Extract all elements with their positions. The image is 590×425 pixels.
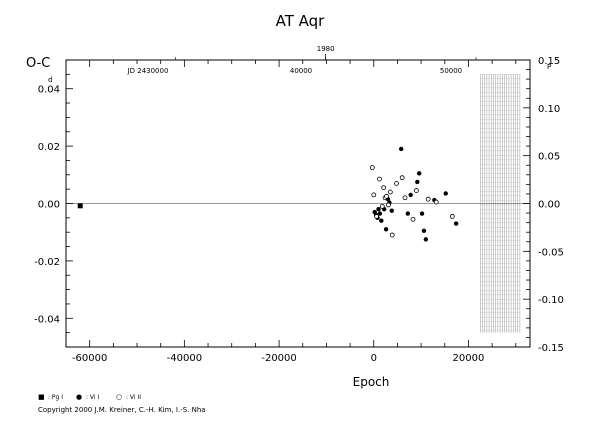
y-right-tick-label: -0.10 [538, 295, 564, 306]
y-right-tick-label: 0.00 [538, 200, 560, 211]
point-vi1 [399, 146, 404, 152]
point-vi2 [381, 185, 387, 191]
right-unit-label: P [547, 63, 551, 71]
top-jd-label: 50000 [440, 67, 462, 75]
filled-square-icon: ■ [38, 393, 45, 401]
x-tick-label: -40000 [167, 353, 202, 364]
legend-label: : Vi I [86, 394, 100, 401]
top-axis-ticks: 19401960198020004000050000 [175, 45, 477, 75]
point-vi2 [377, 176, 382, 182]
point-vi2 [384, 193, 389, 199]
top-jd-label: JD 2430000 [127, 67, 169, 75]
point-vi1 [443, 191, 448, 196]
y-right-tick-label: 0.05 [538, 152, 560, 163]
point-vi2 [394, 181, 399, 186]
point-vi1 [376, 207, 381, 212]
legend-item-vi1: ●: Vi I [76, 393, 99, 401]
y-right-axis-ticks: -0.15 -0.10 -0.05 0.00 0.05 0.10 0.15 [523, 56, 564, 354]
legend-item-vi2: ○: Vi II [116, 393, 141, 401]
x-tick-label: -20000 [261, 353, 296, 364]
y-axis-label: O-C [26, 56, 50, 71]
point-vi2 [379, 203, 385, 209]
point-vi2 [371, 192, 377, 198]
x-axis-ticks: -60000 -40000 -20000 0 20000 [72, 60, 517, 364]
point-vi1 [408, 192, 413, 198]
legend-label: : Vi II [126, 394, 142, 401]
point-vi1 [389, 208, 394, 213]
y-tick-label: 0.04 [38, 85, 60, 96]
top-year-label: 1980 [317, 45, 335, 53]
y-axis-ticks: -0.04 -0.02 0.00 0.02 0.04 [34, 59, 73, 348]
point-vi1 [419, 211, 425, 216]
y-right-tick-label: 0.10 [538, 104, 560, 115]
point-vi1 [417, 171, 422, 176]
point-vi2 [387, 189, 393, 195]
point-vi2 [389, 232, 395, 238]
point-vi1 [405, 211, 411, 216]
y-tick-label: 0.00 [38, 200, 60, 211]
point-vi2 [413, 188, 419, 193]
y-tick-label: 0.02 [38, 142, 60, 153]
filled-circle-icon: ● [76, 393, 83, 401]
data-points [77, 146, 459, 242]
point-vi2 [369, 165, 375, 171]
point-vi2 [449, 214, 455, 219]
point-vi2 [399, 175, 405, 181]
copyright-text: Copyright 2000 J.M. Kreiner, C.-H. Kim, … [38, 406, 206, 414]
x-tick-label: 0 [371, 353, 377, 364]
y-right-tick-label: 0.15 [538, 56, 560, 67]
point-pg1 [77, 203, 83, 209]
y-tick-label: -0.04 [34, 314, 60, 325]
chart-title: AT Aqr [276, 12, 326, 30]
point-vi2 [433, 199, 439, 205]
point-vi2 [374, 214, 379, 219]
open-circle-icon: ○ [116, 393, 123, 401]
point-vi1 [415, 179, 420, 185]
x-axis-label: Epoch [353, 375, 390, 389]
legend-item-pg1: ■: Pg I [38, 393, 63, 401]
legend-label: : Pg I [48, 394, 64, 401]
top-jd-label: 40000 [290, 67, 312, 75]
point-vi2 [386, 202, 391, 208]
y-right-tick-label: -0.15 [538, 343, 564, 354]
point-vi1 [383, 227, 389, 232]
point-vi2 [425, 196, 431, 202]
x-tick-label: 20000 [453, 353, 485, 364]
point-vi1 [377, 211, 383, 216]
point-vi2 [410, 216, 416, 222]
point-vi1 [379, 218, 384, 223]
x-tick-label: -60000 [72, 353, 107, 364]
point-vi1 [453, 221, 459, 226]
point-vi1 [421, 228, 427, 233]
point-vi2 [402, 195, 408, 201]
left-unit-label: d [48, 76, 52, 84]
y-right-tick-label: -0.05 [538, 247, 564, 258]
point-vi1 [423, 237, 429, 242]
y-tick-label: -0.02 [34, 257, 60, 268]
